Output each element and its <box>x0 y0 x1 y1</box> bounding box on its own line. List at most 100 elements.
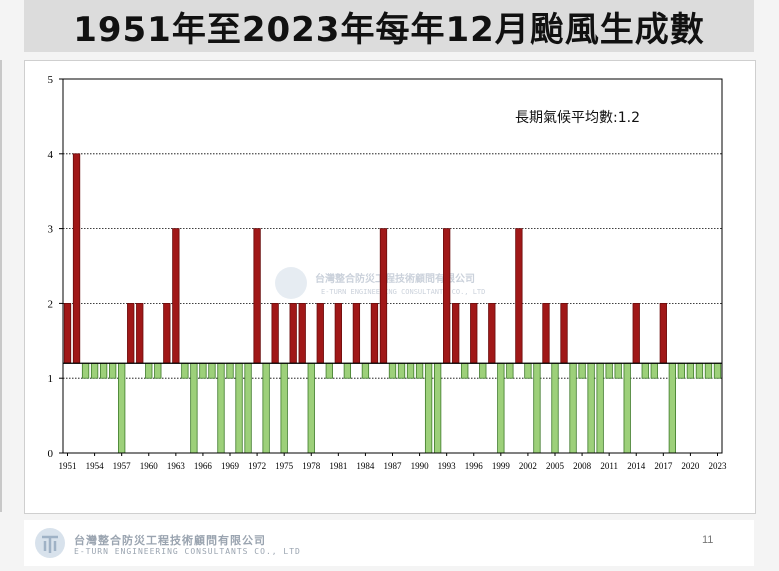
bar-1951 <box>63 302 72 364</box>
x-tick-label: 1984 <box>356 461 375 471</box>
watermark-company-name: 台灣整合防災工程技術顧問有限公司 <box>315 272 475 285</box>
x-tick-label: 1978 <box>302 461 321 471</box>
bar-1956 <box>109 362 117 379</box>
x-tick-label: 1969 <box>221 461 240 471</box>
page-number: 11 <box>702 534 714 546</box>
bar-1967 <box>208 362 216 379</box>
left-edge-divider <box>0 60 2 512</box>
bar-2004 <box>542 302 550 364</box>
bar-2007 <box>569 362 577 454</box>
bar-1999 <box>497 362 505 454</box>
bar-1973 <box>262 362 270 454</box>
bar-2001 <box>515 228 523 364</box>
bar-2006 <box>560 302 568 364</box>
x-tick-label: 2014 <box>627 461 646 471</box>
y-tick-label: 0 <box>48 448 54 460</box>
bar-1998 <box>488 302 496 364</box>
y-tick-label: 4 <box>48 149 54 161</box>
bar-1978 <box>307 362 315 454</box>
bar-1954 <box>90 362 99 379</box>
footer-company-name: 台灣整合防災工程技術顧問有限公司 <box>74 534 266 547</box>
y-tick-label: 3 <box>48 224 54 236</box>
bar-1964 <box>181 362 189 379</box>
company-logo-icon <box>35 528 65 558</box>
bar-1970 <box>235 362 243 454</box>
x-tick-label: 2005 <box>546 461 565 471</box>
bar-2017 <box>659 302 667 364</box>
bar-1997 <box>479 362 487 379</box>
x-tick-label: 2002 <box>519 461 537 471</box>
bar-1988 <box>397 362 406 379</box>
typhoon-bar-chart: 台灣整合防災工程技術顧問有限公司 E-TURN ENGINEERING CONS… <box>48 74 727 471</box>
bar-1952 <box>72 153 81 364</box>
watermark-logo-icon <box>275 267 307 299</box>
bar-2020 <box>686 362 695 379</box>
bar-1975 <box>280 362 288 454</box>
bar-1984 <box>361 362 370 379</box>
bar-1962 <box>163 302 171 364</box>
x-tick-label: 1990 <box>411 461 430 471</box>
bar-1969 <box>226 362 234 379</box>
bar-2009 <box>587 362 595 454</box>
bar-2022 <box>704 362 713 379</box>
bar-2011 <box>605 362 613 379</box>
bar-1971 <box>244 362 252 454</box>
bar-1987 <box>388 362 397 379</box>
x-tick-label: 1951 <box>59 461 77 471</box>
bar-2014 <box>632 302 640 364</box>
bar-2003 <box>533 362 541 454</box>
bar-2021 <box>695 362 704 379</box>
bar-1996 <box>470 302 478 364</box>
x-tick-label: 2020 <box>681 461 700 471</box>
bar-1976 <box>289 302 297 364</box>
bar-1994 <box>452 302 460 364</box>
bar-2023 <box>713 362 722 379</box>
x-tick-label: 1975 <box>275 461 294 471</box>
bar-1974 <box>271 302 279 364</box>
bar-2005 <box>551 362 559 454</box>
bar-1995 <box>461 362 469 379</box>
x-tick-label: 1993 <box>438 461 457 471</box>
bar-2018 <box>668 362 676 454</box>
bar-1982 <box>343 362 352 379</box>
chart-title: 1951年至2023年每年12月颱風生成數 <box>24 0 754 52</box>
y-tick-label: 5 <box>48 74 54 86</box>
bar-2000 <box>506 362 514 379</box>
bar-1965 <box>190 362 198 454</box>
bar-1961 <box>154 362 162 379</box>
slide-footer: 台灣整合防災工程技術顧問有限公司 E-TURN ENGINEERING CONS… <box>24 520 754 566</box>
bar-2013 <box>623 362 631 454</box>
x-tick-label: 2023 <box>708 461 727 471</box>
bar-1953 <box>81 362 90 379</box>
x-tick-label: 1963 <box>167 461 186 471</box>
bar-2016 <box>650 362 658 379</box>
x-tick-label: 2008 <box>573 461 592 471</box>
bar-1977 <box>298 302 306 364</box>
bar-2019 <box>677 362 686 379</box>
x-tick-label: 2011 <box>600 461 618 471</box>
bar-1991 <box>424 362 433 454</box>
bar-2008 <box>578 362 586 379</box>
bar-1972 <box>253 228 261 364</box>
plot-frame <box>62 78 723 454</box>
x-tick-label: 1960 <box>140 461 159 471</box>
bar-1992 <box>433 362 442 454</box>
watermark-company-english: E-TURN ENGINEERING CONSULTANTS CO., LTD <box>321 288 485 296</box>
x-tick-label: 1987 <box>384 461 403 471</box>
bar-1963 <box>172 228 180 364</box>
y-tick-label: 1 <box>48 373 54 385</box>
x-tick-label: 2017 <box>654 461 673 471</box>
x-tick-label: 1966 <box>194 461 213 471</box>
bar-1960 <box>145 362 153 379</box>
bar-2012 <box>614 362 622 379</box>
x-tick-label: 1981 <box>329 461 347 471</box>
y-tick-label: 2 <box>48 298 54 310</box>
bar-1966 <box>199 362 207 379</box>
bar-1959 <box>136 302 144 364</box>
x-tick-label: 1957 <box>113 461 132 471</box>
bar-1983 <box>352 302 361 364</box>
bar-1986 <box>379 228 388 364</box>
bar-1957 <box>118 362 126 454</box>
climate-average-annotation: 長期氣候平均數:1.2 <box>515 110 640 126</box>
bar-1955 <box>99 362 108 379</box>
